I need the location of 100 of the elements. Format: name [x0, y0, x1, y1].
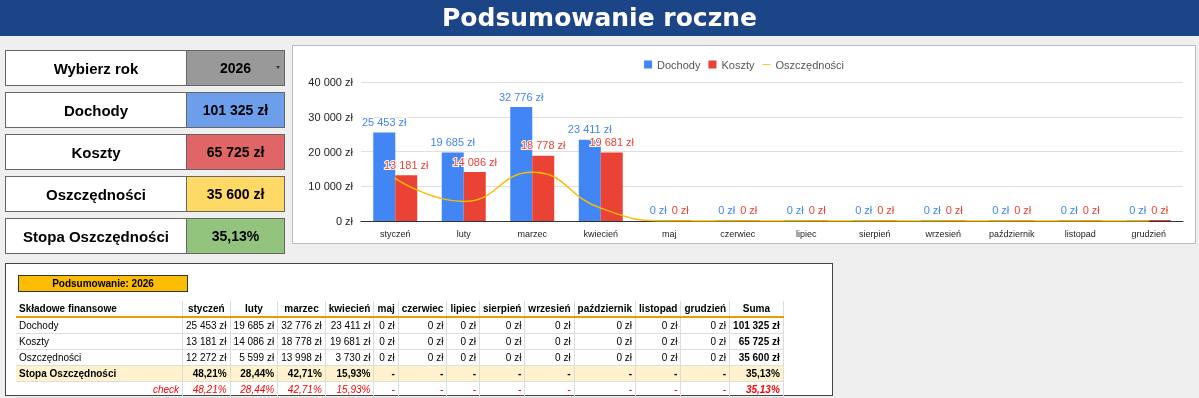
- data-label: 0 zł: [373, 317, 399, 334]
- data-label: 0 zł: [524, 349, 575, 366]
- data-label: -: [635, 381, 681, 398]
- legend-label: check: [16, 381, 183, 398]
- data-label: 0 zł: [671, 203, 690, 216]
- data-label: 13 998 zł: [277, 349, 326, 366]
- x-tick-label: grudzień: [1131, 228, 1167, 239]
- series-label: Dochody: [16, 317, 183, 334]
- data-label: 0 zł: [1014, 203, 1032, 216]
- data-label: -: [635, 365, 681, 382]
- data-label: 0 zł: [635, 333, 681, 350]
- data-label: 23 411 zł: [567, 123, 613, 136]
- data-label: 32 776 zł: [498, 90, 545, 103]
- y-tick-label: 20 000 zł: [308, 145, 354, 158]
- text: Wybierz rok: [6, 51, 187, 85]
- text: Podsumowanie roczne: [0, 0, 1199, 36]
- data-label: 25 453 zł: [361, 116, 408, 129]
- x-tick-label: kwiecień: [583, 228, 619, 239]
- data-label: 0 zł: [398, 317, 447, 334]
- data-label: 0 zł: [574, 349, 636, 366]
- text: 65 725 zł: [187, 135, 284, 169]
- x-tick-label: maj: [661, 228, 677, 239]
- legend-label: Koszty: [721, 58, 755, 71]
- x-tick-label: listopad: [1064, 228, 1096, 239]
- data-label: 0 zł: [446, 333, 480, 350]
- data-label: 12 272 zł: [182, 349, 231, 366]
- text: 35 600 zł: [187, 177, 284, 211]
- data-label: 0 zł: [479, 317, 525, 334]
- data-label: 0 zł: [398, 349, 447, 366]
- category-label: styczeń: [182, 301, 231, 317]
- data-label: 5 599 zł: [230, 349, 278, 366]
- data-label: 3 730 zł: [325, 349, 374, 366]
- data-label: -: [479, 381, 525, 398]
- data-label: 0 zł: [786, 203, 805, 216]
- data-label: 28,44%: [230, 365, 278, 382]
- data-label: 19 685 zł: [430, 136, 476, 149]
- text: 2026: [187, 51, 284, 85]
- text: Dochody: [6, 93, 187, 127]
- data-label: 42,71%: [277, 381, 326, 398]
- text: Oszczędności: [16, 349, 183, 366]
- text: Koszty: [16, 333, 183, 350]
- x-tick-label: październik: [988, 228, 1036, 239]
- legend-label: Dochody: [657, 58, 701, 71]
- data-label: 35 600 zł: [729, 349, 784, 366]
- data-label: 23 411 zł: [325, 317, 374, 334]
- data-label: 0 zł: [1151, 203, 1169, 216]
- data-label: 35,13%: [729, 381, 784, 398]
- category-label: czerwiec: [398, 301, 447, 317]
- data-label: 0 zł: [855, 203, 873, 216]
- x-tick-label: lipiec: [795, 228, 817, 239]
- text: 35,13%: [187, 219, 284, 253]
- data-label: -: [446, 381, 480, 398]
- category-label: maj: [373, 301, 399, 317]
- data-label: -: [574, 365, 636, 382]
- data-label: 0 zł: [524, 317, 575, 334]
- text: Stopa Oszczędności: [6, 219, 187, 253]
- data-label: 0 zł: [524, 333, 575, 350]
- data-label: 42,71%: [277, 365, 326, 382]
- data-label: 0 zł: [649, 203, 668, 216]
- data-label: 65 725 zł: [729, 333, 784, 350]
- data-label: 32 776 zł: [277, 317, 326, 334]
- data-label: 48,21%: [182, 381, 231, 398]
- data-label: 0 zł: [1129, 203, 1147, 216]
- data-label: 28,44%: [230, 381, 278, 398]
- text: 101 325 zł: [187, 93, 284, 127]
- category-label: wrzesień: [524, 301, 575, 317]
- data-label: 19 685 zł: [230, 317, 278, 334]
- y-tick-label: 30 000 zł: [308, 110, 354, 123]
- data-label: 15,93%: [325, 381, 374, 398]
- data-label: 0 zł: [635, 317, 681, 334]
- data-label: -: [398, 365, 447, 382]
- data-label: -: [479, 365, 525, 382]
- data-label: 0 zł: [740, 203, 758, 216]
- legend-label: Oszczędności: [775, 58, 844, 71]
- x-tick-label: sierpień: [858, 228, 891, 239]
- data-label: 0 zł: [574, 317, 636, 334]
- data-label: 0 zł: [479, 333, 525, 350]
- data-label: -: [373, 365, 399, 382]
- category-label: październik: [574, 301, 636, 317]
- data-label: 0 zł: [992, 203, 1010, 216]
- data-label: 0 zł: [680, 317, 730, 334]
- data-label: 0 zł: [718, 203, 736, 216]
- category-label: grudzień: [680, 301, 730, 317]
- x-tick-label: styczeń: [379, 228, 411, 239]
- data-label: 0 zł: [680, 333, 730, 350]
- data-label: -: [373, 381, 399, 398]
- text: Składowe finansowe: [16, 301, 183, 317]
- y-tick-label: 40 000 zł: [308, 76, 354, 88]
- category-label: marzec: [277, 301, 326, 317]
- data-label: 0 zł: [923, 203, 942, 216]
- data-label: 48,21%: [182, 365, 231, 382]
- data-label: 0 zł: [398, 333, 447, 350]
- data-label: 13 181 zł: [182, 333, 231, 350]
- data-label: -: [524, 365, 575, 382]
- text: Koszty: [6, 135, 187, 169]
- data-label: 0 zł: [877, 203, 895, 216]
- data-label: 0 zł: [574, 333, 636, 350]
- category-label: listopad: [635, 301, 681, 317]
- data-label: 15,93%: [325, 365, 374, 382]
- data-label: 0 zł: [1060, 203, 1079, 216]
